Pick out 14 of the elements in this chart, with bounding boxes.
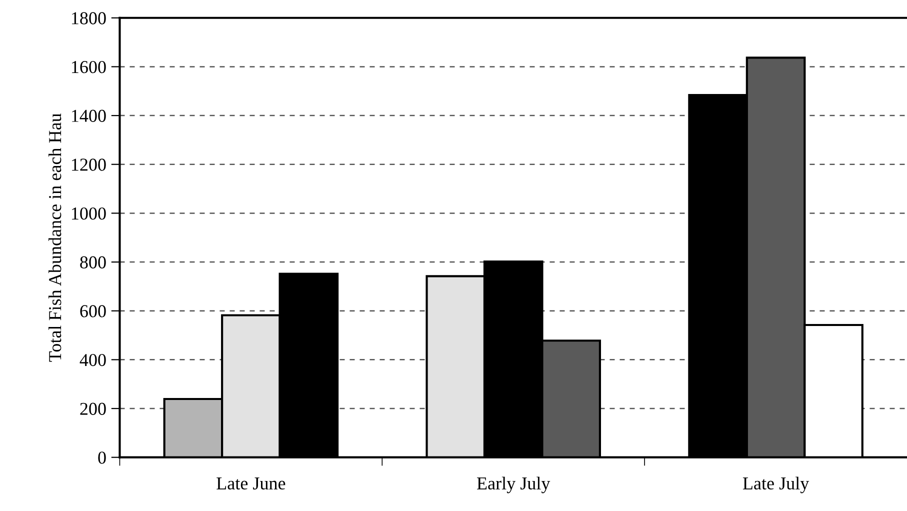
y-tick-label: 0: [98, 452, 106, 464]
y-axis-title: Total Fish Abundance in each Hau: [48, 113, 62, 362]
y-tick-label: 1600: [72, 60, 106, 74]
y-tick-label: 1800: [72, 12, 106, 24]
y-tick-label: 200: [80, 402, 106, 415]
x-tick-label: Late July: [742, 476, 810, 494]
x-tick-label: Late June: [216, 477, 286, 490]
y-tick-label: 800: [80, 256, 106, 268]
y-tick-label: 600: [80, 305, 106, 318]
y-tick-label: 1400: [72, 110, 106, 122]
y-tick-label: 1000: [72, 207, 106, 220]
x-tick-label: Early July: [477, 476, 550, 494]
y-tick-label: 400: [80, 354, 106, 366]
y-tick-label: 1200: [72, 158, 106, 171]
